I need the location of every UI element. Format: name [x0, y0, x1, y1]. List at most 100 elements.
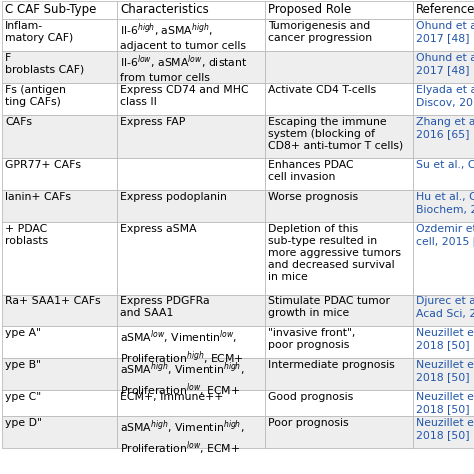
Bar — [413, 294, 474, 327]
Bar — [265, 327, 413, 358]
Bar — [117, 327, 265, 358]
Bar — [265, 222, 413, 294]
Text: Depletion of this
sub-type resulted in
more aggressive tumors
and decreased surv: Depletion of this sub-type resulted in m… — [268, 224, 401, 282]
Bar — [413, 327, 474, 358]
Bar — [117, 1, 265, 19]
Bar — [413, 416, 474, 448]
Bar — [117, 19, 265, 51]
Bar — [413, 1, 474, 19]
Text: lanin+ CAFs: lanin+ CAFs — [5, 192, 71, 202]
Text: Ozdemir et al., Ca
cell, 2015 [20]: Ozdemir et al., Ca cell, 2015 [20] — [416, 224, 474, 246]
Bar — [117, 294, 265, 327]
Bar — [413, 190, 474, 222]
Text: Escaping the immune
system (blocking of
CD8+ anti-tumor T cells): Escaping the immune system (blocking of … — [268, 117, 403, 151]
Bar — [2, 1, 117, 19]
Bar — [265, 358, 413, 390]
Text: Djurec et al., Proc
Acad Sci, 2018: Djurec et al., Proc Acad Sci, 2018 — [416, 297, 474, 319]
Bar — [413, 390, 474, 416]
Bar — [117, 83, 265, 115]
Text: ECM+, Immune++: ECM+, Immune++ — [120, 392, 223, 402]
Text: CAFs: CAFs — [5, 117, 32, 127]
Bar — [413, 19, 474, 51]
Text: aSMA$^{low}$, Vimentin$^{low}$,
Proliferation$^{high}$, ECM+: aSMA$^{low}$, Vimentin$^{low}$, Prolifer… — [120, 328, 244, 367]
Bar — [413, 83, 474, 115]
Text: Neuzillet et al., J E
2018 [50]: Neuzillet et al., J E 2018 [50] — [416, 360, 474, 383]
Text: ype C": ype C" — [5, 392, 41, 402]
Bar — [2, 327, 117, 358]
Text: "invasive front",
poor prognosis: "invasive front", poor prognosis — [268, 328, 356, 350]
Text: Fs (antigen
ting CAFs): Fs (antigen ting CAFs) — [5, 85, 66, 107]
Text: Elyada et al., Can
Discov, 2019 [64]: Elyada et al., Can Discov, 2019 [64] — [416, 85, 474, 107]
Text: Good prognosis: Good prognosis — [268, 392, 353, 402]
Text: Intermediate prognosis: Intermediate prognosis — [268, 360, 395, 370]
Text: Activate CD4 T-cells: Activate CD4 T-cells — [268, 85, 376, 95]
Bar — [265, 294, 413, 327]
Text: Ra+ SAA1+ CAFs: Ra+ SAA1+ CAFs — [5, 297, 100, 307]
Bar — [2, 83, 117, 115]
Text: aSMA$^{high}$, Vimentin$^{high}$,
Proliferation$^{low}$, ECM+: aSMA$^{high}$, Vimentin$^{high}$, Prolif… — [120, 418, 245, 457]
Bar — [117, 115, 265, 158]
Text: C CAF Sub-Type: C CAF Sub-Type — [5, 3, 96, 16]
Bar — [413, 222, 474, 294]
Text: Inflam-
matory CAF): Inflam- matory CAF) — [5, 21, 73, 43]
Bar — [265, 416, 413, 448]
Text: Neuzillet et al., J E
2018 [50]: Neuzillet et al., J E 2018 [50] — [416, 328, 474, 350]
Bar — [413, 51, 474, 83]
Bar — [117, 358, 265, 390]
Text: Zhang et al., Onco
2016 [65]: Zhang et al., Onco 2016 [65] — [416, 117, 474, 139]
Bar — [265, 390, 413, 416]
Text: Express CD74 and MHC
class II: Express CD74 and MHC class II — [120, 85, 249, 107]
Bar — [117, 51, 265, 83]
Text: Express aSMA: Express aSMA — [120, 224, 197, 234]
Bar — [2, 222, 117, 294]
Bar — [2, 115, 117, 158]
Bar — [117, 190, 265, 222]
Bar — [117, 416, 265, 448]
Bar — [265, 19, 413, 51]
Text: Stimulate PDAC tumor
growth in mice: Stimulate PDAC tumor growth in mice — [268, 297, 390, 319]
Text: Express FAP: Express FAP — [120, 117, 185, 127]
Text: Reference: Reference — [416, 3, 474, 16]
Bar — [265, 190, 413, 222]
Bar — [413, 158, 474, 190]
Bar — [117, 390, 265, 416]
Text: Tumorigenesis and
cancer progression: Tumorigenesis and cancer progression — [268, 21, 372, 43]
Bar — [265, 115, 413, 158]
Text: ype B": ype B" — [5, 360, 41, 370]
Text: Ohund et al., JEM
2017 [48]: Ohund et al., JEM 2017 [48] — [416, 21, 474, 43]
Text: GPR77+ CAFs: GPR77+ CAFs — [5, 160, 81, 170]
Text: Worse prognosis: Worse prognosis — [268, 192, 358, 202]
Text: Su et al., Cell, 201-: Su et al., Cell, 201- — [416, 160, 474, 170]
Bar — [2, 416, 117, 448]
Text: Enhances PDAC
cell invasion: Enhances PDAC cell invasion — [268, 160, 354, 182]
Text: Neuzillet et al., J E
2018 [50]: Neuzillet et al., J E 2018 [50] — [416, 418, 474, 440]
Bar — [265, 158, 413, 190]
Bar — [2, 158, 117, 190]
Bar — [265, 51, 413, 83]
Text: Il-6$^{high}$, aSMA$^{high}$,
adjacent to tumor cells: Il-6$^{high}$, aSMA$^{high}$, adjacent t… — [120, 21, 246, 51]
Text: Neuzillet et al., J E
2018 [50]: Neuzillet et al., J E 2018 [50] — [416, 392, 474, 414]
Bar — [265, 1, 413, 19]
Bar — [117, 222, 265, 294]
Text: Ohund et al., JEM
2017 [48]: Ohund et al., JEM 2017 [48] — [416, 53, 474, 75]
Text: Proposed Role: Proposed Role — [268, 3, 351, 16]
Bar — [2, 51, 117, 83]
Text: Il-6$^{low}$, aSMA$^{low}$, distant
from tumor cells: Il-6$^{low}$, aSMA$^{low}$, distant from… — [120, 53, 247, 82]
Bar — [413, 115, 474, 158]
Text: ype A": ype A" — [5, 328, 41, 338]
Text: Hu et al., Cell Phy
Biochem, 2018. [3-]: Hu et al., Cell Phy Biochem, 2018. [3-] — [416, 192, 474, 214]
Text: Characteristics: Characteristics — [120, 3, 209, 16]
Text: + PDAC
roblasts: + PDAC roblasts — [5, 224, 48, 246]
Bar — [2, 294, 117, 327]
Text: aSMA$^{high}$, Vimentin$^{high}$,
Proliferation$^{low}$, ECM+: aSMA$^{high}$, Vimentin$^{high}$, Prolif… — [120, 360, 245, 399]
Text: Poor prognosis: Poor prognosis — [268, 418, 348, 428]
Bar — [2, 390, 117, 416]
Text: Express PDGFRa
and SAA1: Express PDGFRa and SAA1 — [120, 297, 210, 319]
Bar — [2, 19, 117, 51]
Text: ype D": ype D" — [5, 418, 42, 428]
Text: Express podoplanin: Express podoplanin — [120, 192, 227, 202]
Bar — [265, 83, 413, 115]
Bar — [413, 358, 474, 390]
Text: F
broblasts CAF): F broblasts CAF) — [5, 53, 84, 75]
Bar — [2, 358, 117, 390]
